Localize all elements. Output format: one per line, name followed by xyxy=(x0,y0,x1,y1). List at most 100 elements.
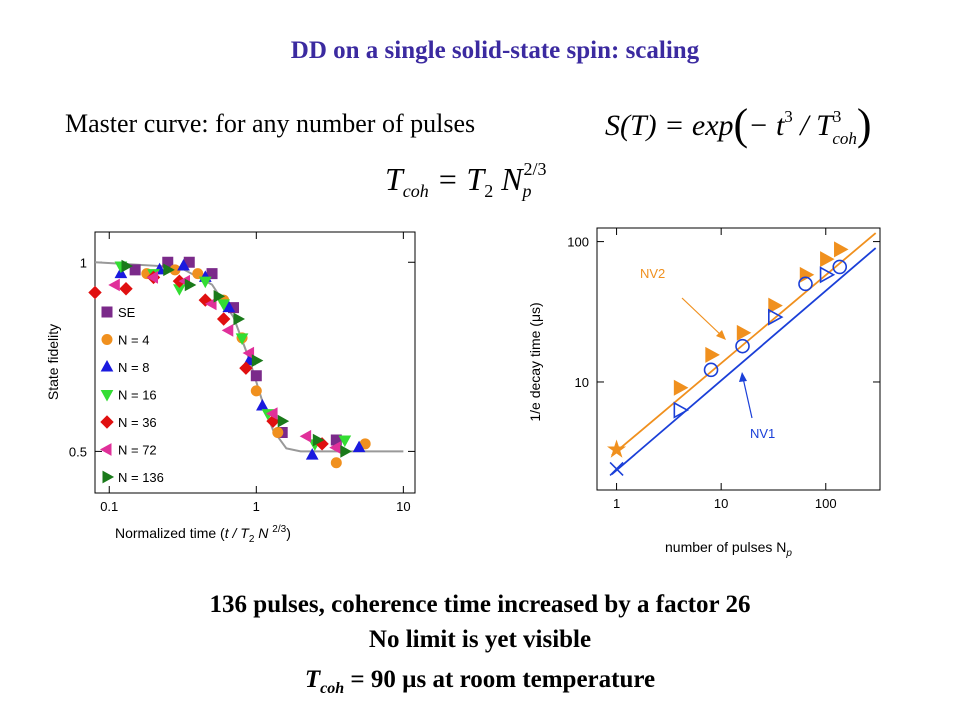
marker xyxy=(233,312,245,326)
x-tick-label: 0.1 xyxy=(100,499,118,514)
y-axis-label: State fidelity xyxy=(45,324,61,400)
marker xyxy=(266,407,278,420)
marker xyxy=(340,445,352,458)
x-tick-label: 1 xyxy=(253,499,260,514)
marker xyxy=(100,359,114,372)
arrow-head xyxy=(716,330,726,340)
legend-label: N = 4 xyxy=(118,333,149,348)
plot-frame xyxy=(94,231,416,494)
formula-part: coh xyxy=(403,181,429,201)
marker xyxy=(129,264,141,276)
x-tick-label: 10 xyxy=(714,496,728,511)
marker xyxy=(217,299,231,311)
footer-line: 136 pulses, coherence time increased by … xyxy=(210,591,751,618)
marker xyxy=(204,297,217,311)
marker xyxy=(177,259,190,271)
formula-part: ( xyxy=(734,100,749,149)
marker xyxy=(222,300,236,313)
marker xyxy=(251,354,264,367)
footer-part: = 90 µs at room temperature xyxy=(344,666,655,693)
marker xyxy=(819,266,836,284)
legend-label: N = 72 xyxy=(118,443,157,458)
annotation-arrow xyxy=(681,297,723,337)
formula-part: N xyxy=(493,161,524,197)
label-part: N xyxy=(254,525,272,541)
footer-line: No limit is yet visible xyxy=(369,626,591,653)
y-tick-label: 0.5 xyxy=(69,444,87,459)
formula-part: − t xyxy=(748,109,785,142)
formula-part: 2/3 xyxy=(524,159,547,179)
marker xyxy=(198,293,213,307)
marker xyxy=(329,441,341,454)
arrow-head xyxy=(739,372,747,382)
legend-label: SE xyxy=(118,305,136,320)
marker xyxy=(798,276,813,292)
marker xyxy=(146,271,159,284)
label-part: 2 xyxy=(249,534,255,545)
marker xyxy=(832,259,848,275)
legend-label: N = 8 xyxy=(118,360,149,375)
legend-label: N = 136 xyxy=(118,470,164,485)
marker xyxy=(673,379,689,396)
formula-master: S(T) = exp(− t3 / T3 coh) xyxy=(605,100,872,149)
annotation-arrow xyxy=(742,377,753,419)
label-part: 2/3 xyxy=(272,524,286,535)
formula-tcoh: Tcoh = T2 Np2/3 xyxy=(385,159,547,201)
marker xyxy=(256,398,269,411)
label-part: t / T xyxy=(225,525,251,541)
marker xyxy=(609,461,624,477)
marker xyxy=(121,259,134,273)
legend-label: N = 36 xyxy=(118,415,157,430)
label-part: p xyxy=(785,548,792,559)
footer-part: T xyxy=(305,666,322,693)
x-axis-label: Normalized time (t / T2 N 2/3) xyxy=(115,524,291,545)
marker xyxy=(820,251,835,268)
formula-part: 2 xyxy=(484,181,493,201)
marker xyxy=(352,440,366,453)
subtitle: Master curve: for any number of pulses xyxy=(65,109,475,138)
formula-part: / T xyxy=(793,109,835,142)
slide-title: DD on a single solid-state spin: scaling xyxy=(291,37,700,64)
plot-frame xyxy=(596,227,881,491)
label-part: Normalized time ( xyxy=(115,525,225,541)
x-tick-label: 10 xyxy=(396,499,410,514)
marker xyxy=(272,426,284,438)
marker xyxy=(235,333,249,345)
formula-part: p xyxy=(521,181,532,201)
formula-part: ) xyxy=(857,100,872,149)
formula-part: coh xyxy=(832,129,857,148)
formula-part: 3 xyxy=(833,107,842,126)
marker xyxy=(768,308,784,326)
series-label: NV1 xyxy=(750,426,775,441)
y-axis-label: 1/e decay time (μs) xyxy=(527,302,543,421)
marker xyxy=(305,448,319,460)
marker xyxy=(100,390,114,402)
marker xyxy=(198,276,212,289)
marker xyxy=(768,297,783,314)
footer-part: coh xyxy=(320,680,344,697)
marker xyxy=(221,324,234,337)
label-part: ) xyxy=(286,525,291,541)
formula-part: 3 xyxy=(784,107,793,126)
x-tick-label: 1 xyxy=(613,496,620,511)
fit-line xyxy=(611,247,877,475)
marker xyxy=(119,282,133,296)
y-tick-label: 10 xyxy=(575,375,589,390)
marker xyxy=(184,278,197,292)
x-axis-label: number of pulses Np xyxy=(665,539,792,559)
formula-part: = T xyxy=(429,161,487,197)
marker xyxy=(338,435,352,448)
y-tick-label: 100 xyxy=(567,235,589,250)
marker xyxy=(102,470,115,484)
marker xyxy=(250,385,262,397)
marker xyxy=(239,361,253,375)
marker xyxy=(673,401,690,419)
marker xyxy=(277,414,290,428)
marker xyxy=(735,338,750,354)
marker xyxy=(736,324,752,341)
marker xyxy=(834,241,849,258)
marker xyxy=(330,457,342,469)
marker xyxy=(108,278,120,292)
marker xyxy=(242,346,255,360)
